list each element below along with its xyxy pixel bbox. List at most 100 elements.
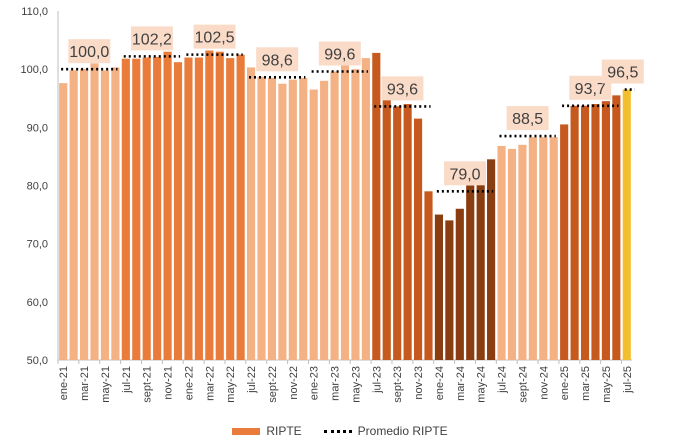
bar	[413, 118, 423, 360]
x-tick-label: ene-24	[434, 366, 446, 400]
bar	[69, 70, 78, 360]
x-tick-label: nov-21	[163, 366, 175, 400]
data-label: 96,5	[607, 65, 638, 82]
data-label-bg	[130, 26, 173, 51]
bar	[570, 105, 579, 360]
y-tick-label: 60,0	[27, 297, 48, 309]
legend-swatch-ripte	[232, 427, 261, 435]
data-label-bg	[318, 41, 361, 66]
x-tick-label: mar-21	[79, 366, 91, 401]
y-tick-label: 70,0	[27, 239, 48, 251]
x-tick-label: nov-22	[288, 366, 300, 400]
bar	[111, 67, 120, 361]
bar	[330, 71, 339, 360]
bar	[173, 62, 183, 360]
bar	[163, 51, 172, 360]
legend-item-ripte: RIPTE	[232, 424, 302, 438]
x-tick-label: mar-24	[455, 366, 467, 401]
data-label: 79,0	[449, 166, 480, 183]
x-tick-label: ene-22	[183, 366, 195, 400]
bar	[194, 57, 203, 361]
bar	[382, 98, 391, 360]
bar	[601, 101, 610, 361]
bar	[528, 137, 537, 360]
y-tick-label: 100,0	[20, 64, 48, 76]
bar	[90, 63, 99, 360]
bar	[445, 220, 454, 360]
x-tick-label: jul-23	[371, 366, 383, 394]
data-label-bg	[601, 59, 644, 84]
data-label: 88,5	[512, 111, 543, 128]
x-tick-label: jul-24	[497, 366, 509, 394]
x-tick-label: sept-21	[142, 366, 154, 403]
x-tick-label: jul-22	[246, 366, 258, 394]
data-label-bg	[381, 76, 424, 101]
data-label: 102,5	[195, 30, 235, 47]
x-tick-label: ene-23	[309, 366, 321, 400]
bar	[518, 144, 527, 360]
data-label: 93,7	[575, 81, 606, 98]
bar	[236, 54, 245, 360]
x-tick-label: jul-25	[622, 366, 634, 394]
bar	[205, 50, 214, 360]
legend-label-promedio: Promedio RIPTE	[357, 424, 448, 438]
y-tick-label: 50,0	[27, 355, 48, 367]
bar	[340, 64, 350, 360]
x-tick-label: may-22	[225, 366, 237, 403]
y-tick-label: 90,0	[27, 122, 48, 134]
bar	[424, 191, 433, 360]
bar	[466, 185, 475, 360]
x-tick-label: sept-24	[517, 366, 529, 403]
bar	[539, 137, 548, 360]
bar	[622, 89, 631, 361]
x-tick-label: sept-22	[267, 366, 279, 403]
bar	[215, 51, 224, 360]
x-tick-label: ene-21	[58, 366, 70, 400]
x-tick-label: may-24	[476, 366, 488, 403]
x-tick-label: sept-23	[392, 366, 404, 403]
x-tick-label: mar-23	[330, 366, 342, 401]
bar	[80, 69, 89, 361]
bar	[132, 58, 141, 361]
bar	[549, 137, 558, 360]
legend: RIPTE Promedio RIPTE	[0, 421, 680, 441]
data-label: 99,6	[324, 46, 355, 63]
y-tick-label: 80,0	[27, 181, 48, 193]
bar	[403, 104, 412, 360]
data-label-bg	[506, 106, 549, 131]
bar	[226, 58, 235, 361]
bar	[372, 52, 381, 360]
bar	[142, 57, 151, 361]
x-tick-label: may-25	[601, 366, 613, 403]
bar	[351, 69, 360, 361]
legend-label-ripte: RIPTE	[266, 424, 302, 438]
bar	[309, 89, 318, 361]
bar	[257, 76, 266, 360]
bar	[59, 83, 68, 361]
data-label: 93,6	[387, 81, 418, 98]
bar	[247, 67, 256, 361]
data-label-bg	[193, 24, 236, 49]
bar	[487, 159, 496, 360]
bar	[267, 77, 277, 361]
bar	[320, 80, 329, 361]
x-tick-label: ene-25	[559, 366, 571, 400]
bar	[393, 106, 402, 360]
bar	[278, 83, 287, 360]
bar	[580, 105, 590, 360]
y-tick-label: 110,0	[21, 6, 48, 18]
x-tick-label: jul-21	[121, 366, 133, 394]
data-label: 100,0	[69, 44, 109, 61]
x-tick-label: may-23	[350, 366, 362, 403]
x-tick-label: mar-22	[204, 366, 216, 401]
x-tick-label: mar-25	[580, 366, 592, 401]
bar	[560, 124, 569, 360]
x-tick-label: nov-24	[538, 366, 550, 400]
data-label-bg	[444, 161, 487, 186]
bar	[184, 57, 193, 361]
bar	[497, 145, 506, 360]
x-tick-label: nov-23	[413, 366, 425, 400]
bar	[100, 70, 110, 360]
data-label: 98,6	[262, 52, 293, 69]
